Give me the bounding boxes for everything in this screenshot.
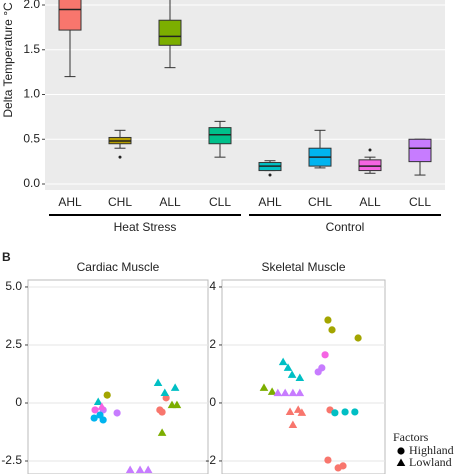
- y-tick-label: 2.5: [5, 337, 22, 351]
- y-tick-label: -2.5: [1, 453, 22, 467]
- box: [408, 138, 432, 163]
- x-tick-label: AHL: [58, 195, 82, 209]
- plot-background: [221, 279, 386, 474]
- point: [339, 462, 347, 470]
- x-tick-label: ALL: [359, 195, 381, 209]
- panel-title: Cardiac Muscle: [77, 260, 160, 274]
- x-tick-label: CHL: [108, 195, 132, 209]
- plot-background: [27, 279, 209, 474]
- panel-title: Skeletal Muscle: [261, 260, 345, 274]
- x-tick-label: CHL: [308, 195, 332, 209]
- legend-marker: [397, 447, 405, 455]
- point: [93, 397, 103, 406]
- y-tick-label: 5.0: [5, 279, 22, 293]
- point: [280, 388, 290, 397]
- point: [125, 465, 135, 474]
- point: [354, 334, 362, 342]
- point: [97, 402, 107, 410]
- point: [287, 370, 297, 378]
- point: [170, 383, 180, 391]
- point: [153, 378, 163, 387]
- box: [58, 0, 82, 31]
- point: [273, 388, 283, 397]
- point: [324, 316, 332, 324]
- point: [160, 388, 170, 397]
- point: [90, 414, 98, 422]
- point: [158, 408, 166, 416]
- point: [113, 409, 121, 417]
- point: [331, 409, 339, 417]
- y-tick-label: 0.0: [23, 176, 40, 190]
- point: [314, 368, 322, 376]
- y-tick-label: 2.0: [23, 0, 40, 11]
- point: [135, 465, 145, 474]
- legend-label: Highland: [409, 443, 454, 457]
- point: [328, 326, 336, 334]
- box: [208, 127, 232, 145]
- point: [297, 408, 307, 416]
- group-label: Heat Stress: [114, 220, 177, 234]
- point: [341, 408, 349, 416]
- point: [321, 351, 329, 359]
- point: [288, 388, 298, 397]
- outlier: [118, 155, 122, 159]
- point: [91, 406, 99, 414]
- x-tick-label: CLL: [209, 195, 231, 209]
- y-tick-label: 0: [15, 395, 22, 409]
- y-tick-label: 1.5: [23, 42, 40, 56]
- box: [358, 159, 382, 172]
- outlier: [368, 148, 372, 152]
- y-tick-label: 0.5: [23, 131, 40, 145]
- point: [324, 456, 332, 464]
- point: [285, 407, 295, 415]
- legend-title: Factors: [393, 430, 429, 444]
- y-axis-title: Delta Temperature °C: [1, 2, 15, 118]
- x-tick-label: AHL: [258, 195, 282, 209]
- point: [143, 465, 153, 474]
- outlier: [268, 173, 272, 177]
- legend-marker: [396, 458, 406, 466]
- legend-label: Lowland: [409, 455, 452, 469]
- point: [288, 420, 298, 428]
- point: [283, 363, 293, 371]
- point: [267, 387, 277, 395]
- point: [172, 400, 182, 409]
- x-tick-label: CLL: [409, 195, 431, 209]
- point: [259, 383, 269, 391]
- point: [157, 428, 167, 436]
- y-tick-label: 2: [209, 337, 216, 351]
- point: [295, 388, 305, 397]
- x-tick-label: ALL: [159, 195, 181, 209]
- y-tick-label: 4: [209, 279, 216, 293]
- box: [158, 19, 182, 46]
- point: [351, 408, 359, 416]
- group-label: Control: [326, 220, 365, 234]
- panel-label: B: [2, 250, 11, 264]
- point: [278, 357, 288, 366]
- point: [162, 394, 170, 402]
- y-tick-label: -2: [205, 453, 216, 467]
- point: [99, 416, 107, 424]
- point: [103, 391, 111, 399]
- y-tick-label: 0: [209, 395, 216, 409]
- y-tick-label: 1.0: [23, 87, 40, 101]
- point: [295, 373, 305, 382]
